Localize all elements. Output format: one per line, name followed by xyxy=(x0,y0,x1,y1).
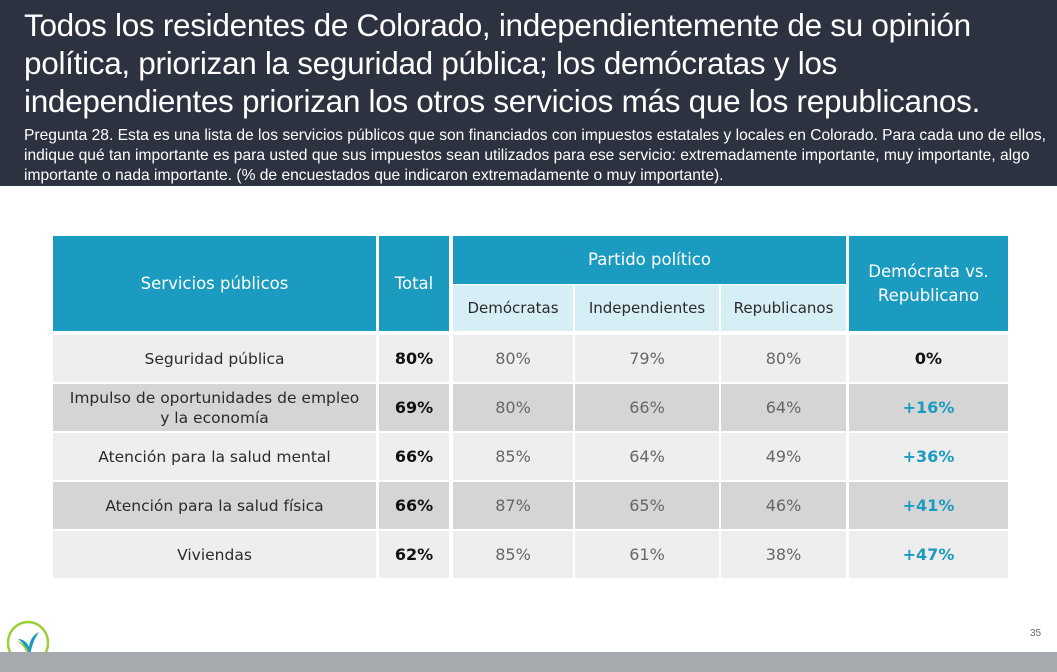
total-cell: 69% xyxy=(379,384,449,431)
service-cell: Viviendas xyxy=(53,531,376,578)
question-text: Pregunta 28. Esta es una lista de los se… xyxy=(24,127,1046,184)
diff-cell: +41% xyxy=(849,482,1008,529)
service-cell: Atención para la salud mental xyxy=(53,433,376,480)
header-total: Total xyxy=(379,236,449,331)
service-cell: Seguridad pública xyxy=(53,335,376,382)
democrats-cell: 85% xyxy=(453,433,573,480)
republicans-cell: 49% xyxy=(721,433,846,480)
subheader-democrats: Demócratas xyxy=(453,285,573,331)
republicans-cell: 80% xyxy=(721,335,846,382)
democrats-cell: 85% xyxy=(453,531,573,578)
independents-cell: 65% xyxy=(575,482,719,529)
results-table: Servicios públicos Total Partido polític… xyxy=(53,236,1008,579)
subheader-independents: Independientes xyxy=(575,285,719,331)
header-service: Servicios públicos xyxy=(53,236,376,331)
header-diff: Demócrata vs. Republicano xyxy=(849,236,1008,331)
republicans-cell: 64% xyxy=(721,384,846,431)
democrats-cell: 80% xyxy=(453,384,573,431)
democrats-cell: 87% xyxy=(453,482,573,529)
independents-cell: 61% xyxy=(575,531,719,578)
republicans-cell: 46% xyxy=(721,482,846,529)
service-cell: Atención para la salud física xyxy=(53,482,376,529)
page-number: 35 xyxy=(1030,628,1042,639)
democrats-cell: 80% xyxy=(453,335,573,382)
independents-cell: 64% xyxy=(575,433,719,480)
total-cell: 62% xyxy=(379,531,449,578)
diff-cell: +36% xyxy=(849,433,1008,480)
header-banner: Todos los residentes de Colorado, indepe… xyxy=(0,0,1057,186)
diff-cell: +16% xyxy=(849,384,1008,431)
diff-cell: 0% xyxy=(849,335,1008,382)
header-party-group: Partido político xyxy=(453,236,846,284)
total-cell: 66% xyxy=(379,482,449,529)
independents-cell: 79% xyxy=(575,335,719,382)
independents-cell: 66% xyxy=(575,384,719,431)
subheader-republicans: Republicanos xyxy=(721,285,846,331)
republicans-cell: 38% xyxy=(721,531,846,578)
total-cell: 80% xyxy=(379,335,449,382)
service-cell: Impulso de oportunidades de empleo y la … xyxy=(53,384,376,431)
page-title: Todos los residentes de Colorado, indepe… xyxy=(24,7,981,119)
total-cell: 66% xyxy=(379,433,449,480)
footer-bar xyxy=(0,652,1057,672)
diff-cell: +47% xyxy=(849,531,1008,578)
